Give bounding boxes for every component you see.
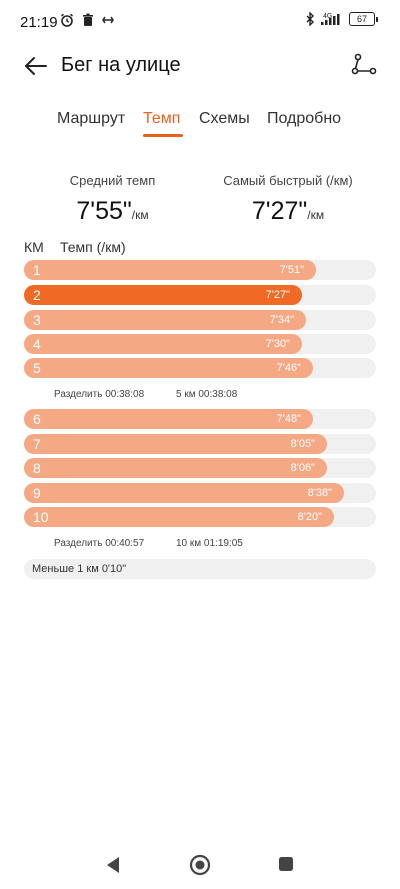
split-row-3: 3 7'34": [24, 310, 376, 330]
trash-icon: [83, 13, 93, 26]
split-row-9: 9 8'38": [24, 483, 376, 503]
pace-column-header: Темп (/км): [60, 239, 126, 255]
average-pace-unit: /км: [131, 208, 149, 222]
system-nav-bar: [0, 845, 400, 885]
split-bar: 6 7'48": [24, 409, 313, 429]
tab-schemes[interactable]: Схемы: [199, 110, 250, 127]
cumulative-time-2: 10 км 01:19:05: [176, 538, 243, 549]
nav-home-icon[interactable]: [189, 854, 211, 876]
split-km: 3: [33, 312, 41, 328]
status-bar: 21:19 4G 67: [0, 0, 400, 42]
split-km: 9: [33, 485, 41, 501]
split-bar: 7 8'05": [24, 434, 327, 454]
average-pace-label: Средний темп: [69, 173, 156, 188]
split-pace: 8'20": [297, 511, 322, 523]
page-title: Бег на улице: [61, 54, 181, 76]
split-pace: 7'46": [276, 362, 301, 374]
split-time-1: Разделить 00:38:08: [54, 389, 145, 400]
split-time-2: Разделить 00:40:57: [54, 538, 145, 549]
bluetooth-icon: [306, 12, 314, 26]
split-pace: 8'05": [290, 438, 315, 450]
split-pace: 7'48": [276, 413, 301, 425]
average-pace-stat: Средний темп 7'55"/км: [40, 173, 185, 226]
route-share-icon[interactable]: [350, 51, 378, 79]
split-bar: 4 7'30": [24, 334, 302, 354]
fastest-pace-value: 7'27": [251, 197, 308, 225]
split-bar: 3 7'34": [24, 310, 306, 330]
app-header: Бег на улице: [0, 44, 400, 88]
split-pace: 7'34": [269, 314, 294, 326]
split-km: 2: [33, 287, 41, 303]
split-row-4: 4 7'30": [24, 334, 376, 354]
split-km: 10: [33, 509, 49, 525]
tab-pace[interactable]: Темп: [143, 110, 181, 127]
split-row-5: 5 7'46": [24, 358, 376, 378]
km-column-header: КМ: [24, 239, 44, 255]
cumulative-time-1: 5 км 00:38:08: [176, 389, 238, 400]
split-km: 5: [33, 360, 41, 376]
split-pace: 8'38": [307, 487, 332, 499]
alarm-icon: [61, 13, 73, 27]
less-than-km-text: Меньше 1 км 0'10": [32, 563, 127, 575]
split-bar: 10 8'20": [24, 507, 334, 527]
split-bar: 5 7'46": [24, 358, 313, 378]
tab-route[interactable]: Маршрут: [57, 110, 126, 127]
split-km: 4: [33, 336, 41, 352]
split-pace: 8'06": [290, 462, 315, 474]
split-km: 8: [33, 460, 41, 476]
split-bar: 9 8'38": [24, 483, 344, 503]
fastest-pace-unit: /км: [307, 208, 325, 222]
active-tab-indicator: [143, 134, 183, 137]
split-km: 1: [33, 262, 41, 278]
split-row-6: 6 7'48": [24, 409, 376, 429]
nav-back-icon[interactable]: [104, 855, 122, 875]
split-row-2: 2 7'27": [24, 285, 376, 305]
link-icon: [102, 16, 114, 24]
status-time: 21:19: [20, 14, 58, 31]
average-pace-value-line: 7'55"/км: [40, 197, 185, 226]
battery-icon: 67: [349, 12, 378, 26]
fastest-pace-label: Самый быстрый (/км): [223, 173, 353, 188]
nav-recents-icon[interactable]: [278, 856, 294, 872]
back-arrow-icon[interactable]: [22, 52, 50, 80]
split-row-10: 10 8'20": [24, 507, 376, 527]
fastest-pace-value-line: 7'27"/км: [213, 197, 363, 226]
split-pace: 7'30": [265, 338, 290, 350]
tab-details[interactable]: Подробно: [267, 110, 342, 127]
split-row-1: 1 7'51": [24, 260, 376, 280]
signal-icon: 4G: [321, 13, 340, 25]
split-bar: 1 7'51": [24, 260, 316, 280]
tab-bar: Маршрут Темп Схемы Подробно: [0, 110, 400, 150]
fastest-pace-stat: Самый быстрый (/км) 7'27"/км: [213, 173, 363, 226]
split-km: 6: [33, 411, 41, 427]
split-bar-best: 2 7'27": [24, 285, 302, 305]
less-than-km-row: Меньше 1 км 0'10": [24, 559, 376, 579]
split-pace: 7'51": [279, 264, 304, 276]
split-row-8: 8 8'06": [24, 458, 376, 478]
split-row-7: 7 8'05": [24, 434, 376, 454]
network-type-label: 4G: [323, 13, 332, 20]
split-km: 7: [33, 436, 41, 452]
average-pace-value: 7'55": [76, 197, 132, 225]
split-pace: 7'27": [265, 289, 290, 301]
split-bar: 8 8'06": [24, 458, 327, 478]
battery-level: 67: [349, 12, 375, 26]
